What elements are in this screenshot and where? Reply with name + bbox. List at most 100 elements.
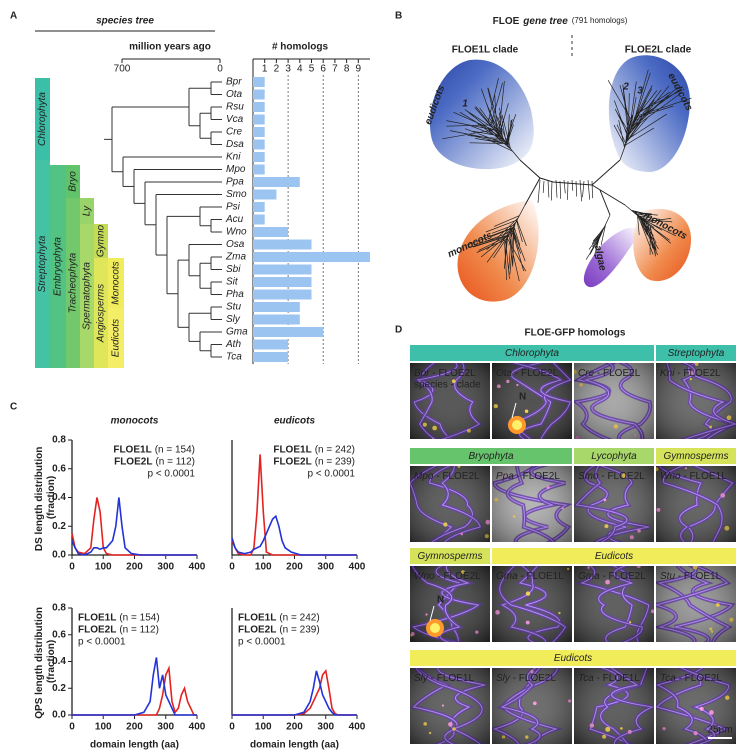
bar xyxy=(253,189,277,200)
p-value: p < 0.0001 xyxy=(307,469,355,480)
bar xyxy=(253,227,289,237)
clade-header-label: Eudicots xyxy=(554,653,592,664)
clade-header xyxy=(492,548,736,564)
time-tick-label: 700 xyxy=(114,64,131,75)
clade-box xyxy=(80,198,94,224)
caption-gene: - FLOE2L xyxy=(674,368,721,379)
legend-label: FLOE2L xyxy=(114,457,152,468)
species-label: Sly xyxy=(226,314,241,325)
species-label: Osa xyxy=(226,239,245,250)
micrograph xyxy=(656,466,736,542)
marker-pointer xyxy=(429,605,435,622)
x-tick-label: 3 xyxy=(285,64,291,75)
vignette xyxy=(410,668,490,744)
bar xyxy=(253,89,265,100)
x-axis-title: domain length (aa) xyxy=(250,740,339,751)
caption-species: Sly xyxy=(496,673,511,684)
panel-label: B xyxy=(395,11,402,22)
x-tick-label: 0 xyxy=(229,722,235,733)
clade-name: 2 xyxy=(622,82,629,93)
species-label: Tca xyxy=(226,352,242,363)
caption-species: Tca xyxy=(660,673,676,684)
y-tick-label: 0.4 xyxy=(52,656,66,667)
y-axis-title-line: QPS length distribution xyxy=(34,604,45,718)
species-label: Rsu xyxy=(226,102,244,113)
micrograph xyxy=(410,668,490,744)
caption-species: Mpo xyxy=(414,471,434,482)
clade-blob xyxy=(583,227,640,288)
species-label: Vca xyxy=(226,114,244,125)
clade-label: Angiosperms xyxy=(96,284,107,343)
micrograph xyxy=(656,566,736,642)
caption-species: Ota xyxy=(496,368,513,379)
x-tick-label: 0 xyxy=(69,722,75,733)
y-axis-title-line: DS length distribution xyxy=(34,444,45,551)
bar xyxy=(253,214,265,225)
species-label: Wno xyxy=(226,227,247,238)
micrograph xyxy=(574,363,654,439)
nucleus-core xyxy=(430,623,440,633)
species-label: Mpo xyxy=(226,164,246,175)
image-caption: Ppa - FLOE2L xyxy=(496,471,560,482)
species-label: Kni xyxy=(226,152,241,163)
clade-header xyxy=(410,448,572,464)
bar xyxy=(253,102,265,112)
species-label: Pha xyxy=(226,289,244,300)
micrograph xyxy=(492,466,572,542)
caption-gene: - FLOE2L xyxy=(510,673,557,684)
micrograph xyxy=(656,363,736,439)
legend-n: (n = 239) xyxy=(279,625,319,636)
image-caption: Cre - FLOE2L xyxy=(578,368,641,379)
x-tick-label: 200 xyxy=(286,722,303,733)
caption-gene: - FLOE2L xyxy=(594,368,641,379)
p-value: p < 0.0001 xyxy=(147,469,195,480)
y-tick-label: 0.6 xyxy=(52,463,66,474)
clade-header-label: Gymnosperms xyxy=(663,451,728,462)
image-caption: Bpr - FLOE2L xyxy=(414,368,476,379)
bar xyxy=(253,202,265,212)
vignette xyxy=(656,466,736,542)
image-subcaption: species - clade xyxy=(414,380,481,391)
axis-title: million years ago xyxy=(129,42,211,53)
legend-label: FLOE2L xyxy=(78,625,116,636)
x-tick-label: 100 xyxy=(95,722,112,733)
micrograph xyxy=(574,668,654,744)
x-tick-label: 1 xyxy=(262,64,268,75)
scale-bar-label: 25μm xyxy=(707,725,732,736)
bar xyxy=(253,127,265,137)
vignette xyxy=(492,668,572,744)
x-tick-label: 300 xyxy=(317,722,334,733)
p-value: p < 0.0001 xyxy=(238,637,286,648)
y-tick-label: 0.8 xyxy=(52,435,66,446)
x-tick-label: 400 xyxy=(189,562,206,573)
title-part: (791 homologs) xyxy=(572,16,628,25)
clade-header xyxy=(656,448,736,464)
y-axis-title: DS length distribution (fraction) xyxy=(34,444,57,551)
legend-n: (n = 112) xyxy=(155,457,195,468)
legend-label: FLOE2L xyxy=(238,625,276,636)
image-caption: Tca - FLOE1L xyxy=(578,673,640,684)
p-value: p < 0.0001 xyxy=(78,637,126,648)
clade-name: algae xyxy=(592,244,608,272)
bar xyxy=(253,77,265,87)
clade-label: Streptophyta xyxy=(37,235,48,292)
clade-label: Ly xyxy=(82,205,93,216)
caption-gene: - FLOE1L xyxy=(594,673,641,684)
y-tick-label: 0.6 xyxy=(52,629,66,640)
clade-title: FLOE2L clade xyxy=(625,45,692,56)
caption-gene: - FLOE2L xyxy=(435,571,482,582)
clade-label: Embryophyta xyxy=(53,237,64,296)
legend-label: FLOE1L xyxy=(78,613,116,624)
clade-header xyxy=(410,650,736,666)
caption-gene: - FLOE2L xyxy=(430,368,477,379)
species-label: Dsa xyxy=(226,139,244,150)
species-label: Ppa xyxy=(226,177,244,188)
series-line xyxy=(231,514,357,556)
image-caption: Sly - FLOE1L xyxy=(414,673,474,684)
gene-tree-title: FLOE gene tree (791 homologs) xyxy=(493,16,628,27)
y-tick-label: 0.0 xyxy=(52,550,66,561)
caption-gene: - FLOE2L xyxy=(599,471,646,482)
title-part: gene tree xyxy=(522,16,568,27)
tree-branches xyxy=(466,204,527,282)
clade-header-label: Eudicots xyxy=(595,551,633,562)
